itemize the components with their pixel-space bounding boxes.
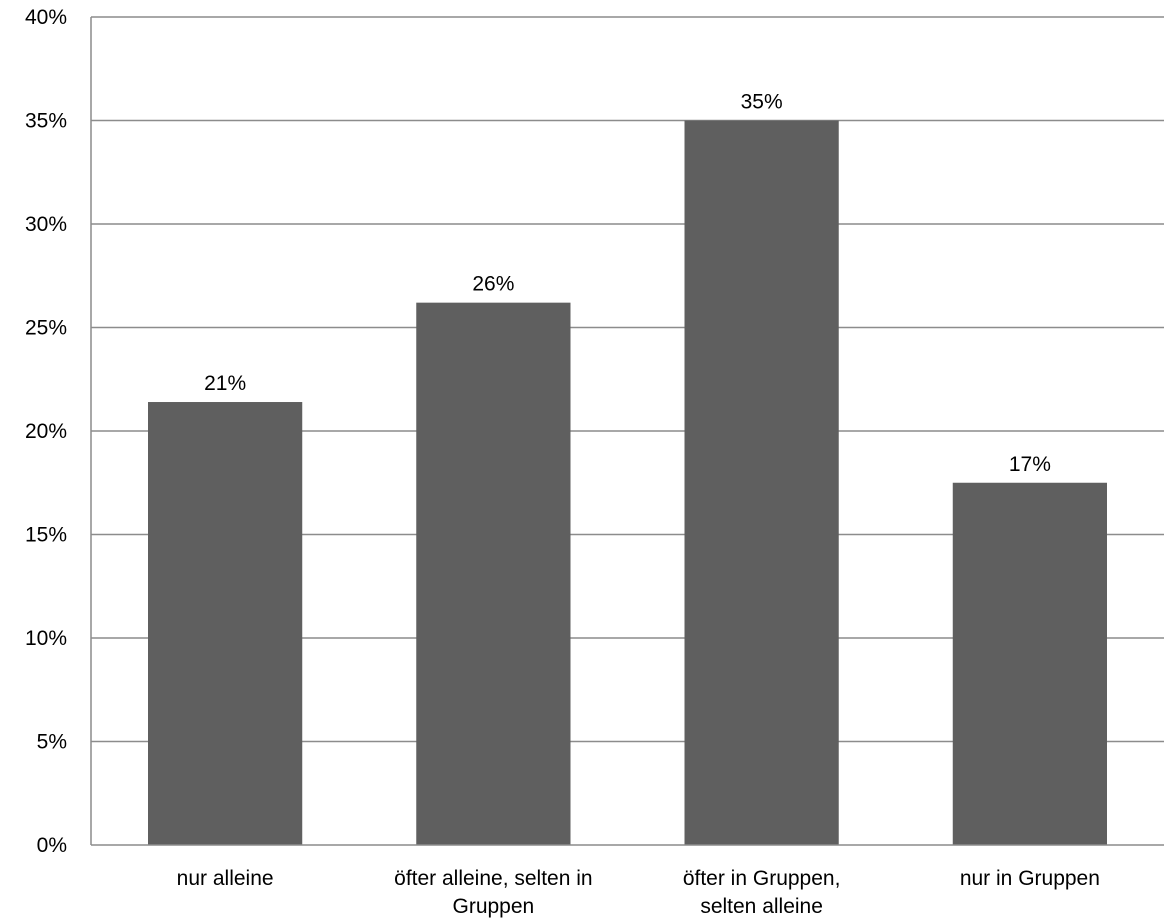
category-label: nur in Gruppen bbox=[960, 867, 1100, 890]
data-label: 21% bbox=[204, 372, 246, 395]
data-label: 35% bbox=[741, 91, 783, 114]
category-label-line: selten alleine bbox=[700, 895, 823, 918]
y-tick-label: 0% bbox=[37, 834, 67, 857]
category-label: öfter alleine, selten in Gruppen bbox=[394, 867, 592, 918]
y-tick-label: 20% bbox=[25, 420, 67, 443]
bar bbox=[952, 482, 1107, 845]
bar bbox=[416, 302, 571, 845]
category-label-line: nur alleine bbox=[177, 867, 274, 890]
data-label: 26% bbox=[472, 273, 514, 296]
y-tick-label: 10% bbox=[25, 627, 67, 650]
y-tick-label: 30% bbox=[25, 213, 67, 236]
category-label-line: Gruppen bbox=[453, 895, 535, 918]
category-label-line: öfter in Gruppen, bbox=[683, 867, 841, 890]
y-tick-label: 5% bbox=[37, 731, 67, 754]
bar bbox=[684, 120, 839, 845]
category-label: öfter in Gruppen, selten alleine bbox=[683, 867, 841, 918]
bars bbox=[148, 120, 1107, 845]
category-label-line: nur in Gruppen bbox=[960, 867, 1100, 890]
category-label: nur alleine bbox=[177, 867, 274, 890]
y-tick-labels: 0% 5% 10% 15% 20% 25% 30% 35% 40% bbox=[25, 6, 67, 857]
axes bbox=[90, 17, 1164, 846]
data-label: 17% bbox=[1009, 453, 1051, 476]
y-tick-label: 15% bbox=[25, 524, 67, 547]
y-tick-label: 35% bbox=[25, 110, 67, 133]
y-tick-label: 40% bbox=[25, 6, 67, 29]
y-tick-label: 25% bbox=[25, 317, 67, 340]
data-labels: 21% 26% 35% 17% bbox=[204, 91, 1051, 476]
category-labels: nur alleine öfter alleine, selten in Grupp… bbox=[177, 867, 1100, 918]
bar bbox=[148, 402, 303, 845]
category-label-line: öfter alleine, selten in bbox=[394, 867, 592, 890]
